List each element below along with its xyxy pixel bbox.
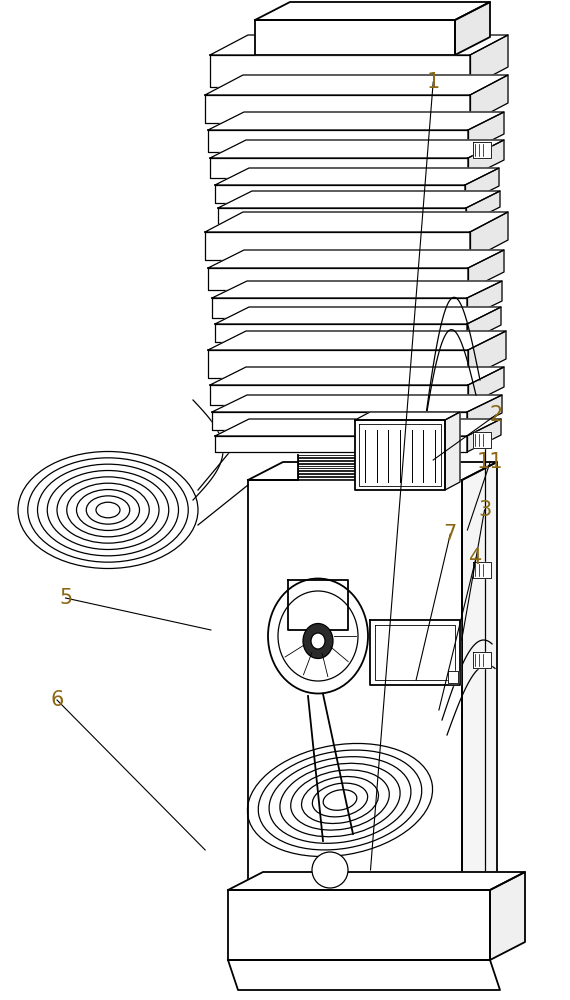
Text: 1: 1 — [426, 72, 440, 92]
Polygon shape — [448, 671, 458, 683]
Polygon shape — [465, 168, 499, 203]
Ellipse shape — [76, 490, 140, 530]
Text: 3: 3 — [478, 500, 491, 520]
Polygon shape — [215, 324, 467, 342]
Polygon shape — [298, 461, 358, 463]
Ellipse shape — [268, 578, 368, 694]
Polygon shape — [205, 232, 470, 260]
Ellipse shape — [86, 496, 130, 524]
Polygon shape — [208, 268, 468, 290]
Polygon shape — [473, 432, 491, 448]
Polygon shape — [248, 882, 497, 900]
Polygon shape — [467, 281, 502, 318]
Polygon shape — [468, 112, 504, 152]
Text: 4: 4 — [469, 548, 483, 568]
Polygon shape — [210, 55, 470, 87]
Polygon shape — [473, 562, 491, 578]
Polygon shape — [255, 20, 455, 55]
Polygon shape — [210, 385, 468, 405]
Polygon shape — [208, 331, 506, 350]
Polygon shape — [255, 2, 490, 20]
Polygon shape — [215, 185, 465, 203]
Ellipse shape — [47, 471, 169, 549]
Polygon shape — [467, 307, 501, 342]
Polygon shape — [210, 140, 504, 158]
Polygon shape — [298, 474, 358, 476]
Polygon shape — [215, 307, 501, 324]
Polygon shape — [468, 140, 504, 178]
Polygon shape — [470, 212, 508, 260]
Polygon shape — [212, 298, 467, 318]
Ellipse shape — [18, 452, 198, 568]
Polygon shape — [359, 424, 441, 486]
Ellipse shape — [311, 633, 325, 649]
Polygon shape — [212, 281, 502, 298]
Text: 5: 5 — [59, 588, 72, 608]
Polygon shape — [455, 2, 490, 55]
Polygon shape — [205, 95, 470, 123]
Polygon shape — [298, 471, 358, 473]
Polygon shape — [298, 464, 358, 466]
Polygon shape — [228, 890, 490, 960]
Polygon shape — [215, 168, 499, 185]
Polygon shape — [370, 620, 460, 685]
Polygon shape — [298, 468, 358, 470]
Polygon shape — [215, 436, 467, 452]
Ellipse shape — [38, 464, 178, 556]
Polygon shape — [467, 419, 501, 452]
Polygon shape — [218, 208, 466, 224]
Polygon shape — [298, 458, 358, 460]
Polygon shape — [468, 250, 504, 290]
Polygon shape — [468, 367, 504, 405]
Polygon shape — [470, 35, 508, 87]
Polygon shape — [210, 158, 468, 178]
Polygon shape — [445, 412, 460, 490]
Ellipse shape — [57, 477, 159, 543]
Ellipse shape — [278, 591, 358, 681]
Polygon shape — [473, 142, 491, 158]
Polygon shape — [288, 580, 348, 630]
Polygon shape — [208, 350, 468, 378]
Polygon shape — [205, 212, 508, 232]
Ellipse shape — [28, 458, 188, 562]
Polygon shape — [228, 872, 525, 890]
Polygon shape — [215, 419, 501, 436]
Polygon shape — [355, 412, 460, 420]
Polygon shape — [218, 191, 500, 208]
Polygon shape — [210, 367, 504, 385]
Polygon shape — [298, 455, 358, 457]
Polygon shape — [208, 250, 504, 268]
Polygon shape — [468, 331, 506, 378]
Polygon shape — [248, 480, 462, 900]
Polygon shape — [212, 395, 502, 412]
Text: 2: 2 — [489, 405, 503, 425]
Ellipse shape — [96, 502, 120, 518]
Text: 6: 6 — [50, 690, 64, 710]
Polygon shape — [467, 395, 502, 430]
Ellipse shape — [303, 624, 333, 658]
Polygon shape — [462, 462, 497, 900]
Polygon shape — [298, 477, 358, 479]
Polygon shape — [210, 35, 508, 55]
Ellipse shape — [67, 483, 149, 537]
Polygon shape — [470, 75, 508, 123]
Polygon shape — [466, 191, 500, 224]
Circle shape — [312, 852, 348, 888]
Polygon shape — [248, 462, 497, 480]
Polygon shape — [375, 625, 455, 680]
Polygon shape — [355, 420, 445, 490]
Text: 11: 11 — [477, 452, 503, 472]
Polygon shape — [473, 652, 491, 668]
Polygon shape — [228, 960, 500, 990]
Polygon shape — [212, 412, 467, 430]
Polygon shape — [205, 75, 508, 95]
Polygon shape — [490, 872, 525, 960]
Text: 7: 7 — [443, 524, 457, 544]
Polygon shape — [208, 112, 504, 130]
Polygon shape — [208, 130, 468, 152]
